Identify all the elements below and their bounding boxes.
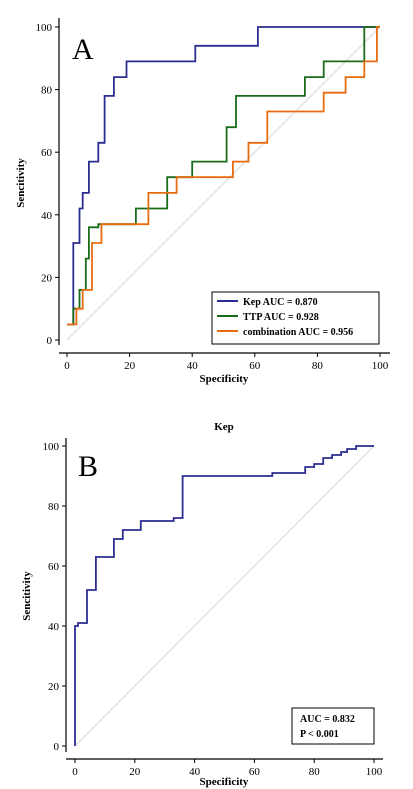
panel-a-letter: A <box>72 33 94 66</box>
panel-b-x-ticks: 0 20 40 60 80 100 <box>72 759 383 778</box>
panel-a-diagonal <box>66 26 381 341</box>
panel-a-x-tick-label: 100 <box>372 360 389 372</box>
panel-b-x-tick-label: 80 <box>309 766 321 778</box>
panel-a-roc-curve-1 <box>67 26 380 326</box>
panel-a-legend-box <box>211 291 380 345</box>
panel-a-x-ticks: 0 20 40 60 80 100 <box>64 353 389 372</box>
panel-b-letter: B <box>78 450 98 483</box>
panel-a-y-ticks: 0 20 40 60 80 100 <box>36 22 59 347</box>
panel-b-series <box>74 445 374 746</box>
legend-label-ttp: TTP AUC = 0.928 <box>243 312 319 323</box>
panel-b-x-tick-label: 100 <box>366 766 383 778</box>
panel-b-y-tick-label: 40 <box>48 621 60 633</box>
panel-b-x-tick-label: 20 <box>129 766 141 778</box>
panel-b-diagonal <box>74 445 375 747</box>
panel-b: Kep 0 20 40 60 80 100 0 20 40 60 80 100 B Specific… <box>21 421 383 788</box>
panel-b-x-tick-label: 0 <box>72 766 78 778</box>
panel-a-y-label: Sencitivity <box>15 158 27 208</box>
panel-a-roc-curve-3 <box>67 26 380 326</box>
legend-label-kep: Kep AUC = 0.870 <box>243 297 318 308</box>
panel-b-x-tick-label: 40 <box>189 766 201 778</box>
panel-b-y-label: Sencitivity <box>21 571 33 621</box>
panel-a-y-tick-label: 20 <box>41 272 53 284</box>
panel-a-y-tick-label: 40 <box>41 210 53 222</box>
panel-a-y-tick-label: 80 <box>41 85 53 97</box>
panel-a-y-tick-label: 0 <box>47 335 53 347</box>
panel-a-x-label: Specificity <box>200 373 249 385</box>
panel-a-x-tick-label: 0 <box>64 360 70 372</box>
panel-a-y-tick-label: 60 <box>41 147 53 159</box>
legend-label-combination: combination AUC = 0.956 <box>243 327 353 338</box>
panel-a-x-tick-label: 40 <box>187 360 199 372</box>
panel-b-x-tick-label: 60 <box>249 766 261 778</box>
panel-a-series <box>67 26 380 326</box>
panel-b-y-tick-label: 0 <box>54 741 60 753</box>
panel-b-y-tick-label: 100 <box>43 441 60 453</box>
annotation-auc: AUC = 0.832 <box>300 714 355 725</box>
panel-a-x-tick-label: 20 <box>124 360 136 372</box>
panel-b-roc-curve-1 <box>74 445 374 746</box>
panel-b-y-ticks: 0 20 40 60 80 100 <box>43 441 66 753</box>
panel-b-y-tick-label: 60 <box>48 561 60 573</box>
panel-b-title: Kep <box>214 421 234 433</box>
panel-a-y-tick-label: 100 <box>36 22 53 34</box>
panel-b-annotation-box <box>291 707 375 745</box>
panel-a-legend: Kep AUC = 0.870 TTP AUC = 0.928 combinat… <box>211 291 380 345</box>
panel-b-x-label: Specificity <box>200 776 249 788</box>
panel-b-y-tick-label: 80 <box>48 501 60 513</box>
panel-a-x-tick-label: 60 <box>249 360 261 372</box>
panel-b-annotation: AUC = 0.832 P < 0.001 <box>291 707 375 745</box>
panel-a-roc-curve-2 <box>67 26 380 326</box>
panel-b-y-tick-label: 20 <box>48 681 60 693</box>
annotation-p-value: P < 0.001 <box>300 729 339 740</box>
panel-a-x-tick-label: 80 <box>312 360 324 372</box>
